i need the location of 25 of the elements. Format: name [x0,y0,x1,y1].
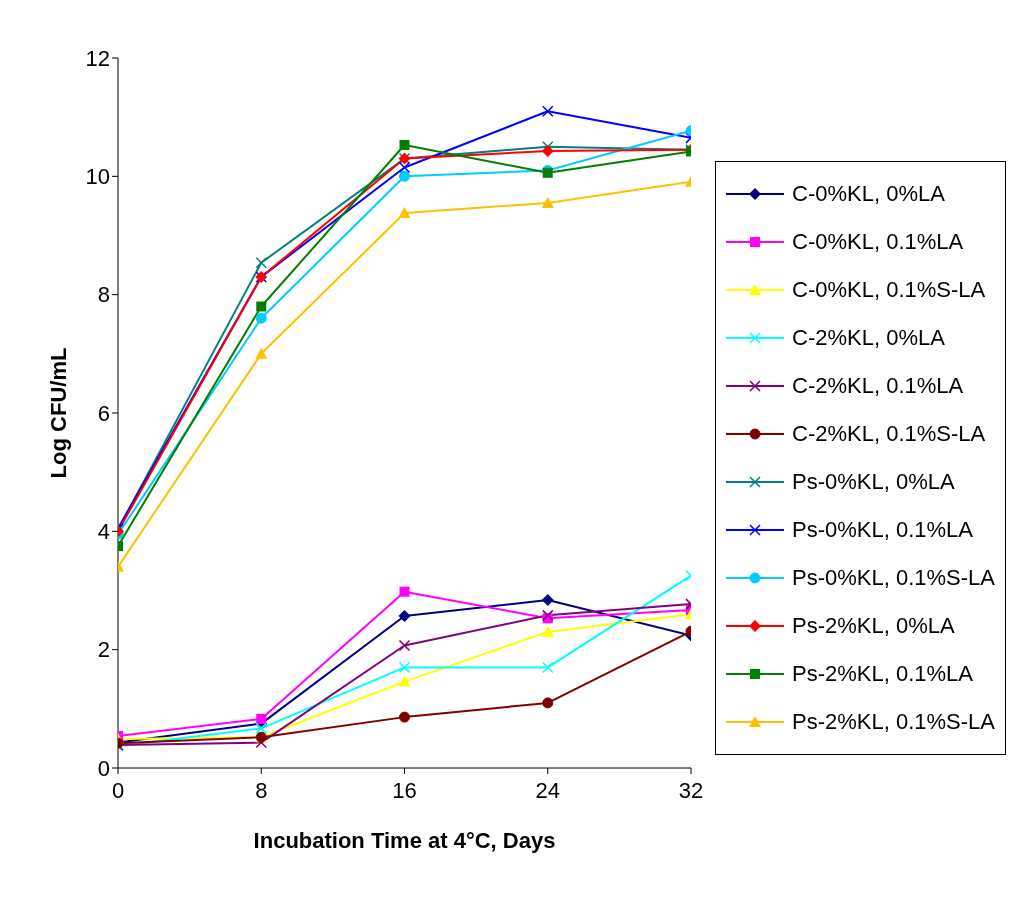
y-tick-label: 0 [97,755,110,781]
legend-label: Ps-0%KL, 0.1%S-LA [792,565,995,591]
x-tick-label: 24 [535,777,560,803]
y-tick-label: 2 [97,637,110,663]
legend-label: Ps-2%KL, 0%LA [792,613,955,639]
y-tick-label: 4 [97,519,110,545]
legend-label: C-2%KL, 0.1%LA [792,373,964,399]
legend-label: Ps-0%KL, 0.1%LA [792,517,973,543]
y-tick-label: 12 [85,45,110,71]
x-axis-title: Incubation Time at 4°C, Days [253,828,556,853]
y-axis-title: Log CFU/mL [45,347,71,479]
x-tick-label: 16 [392,777,417,803]
legend-label: Ps-2%KL, 0.1%S-LA [792,709,995,735]
legend-label: Ps-0%KL, 0%LA [792,469,955,495]
legend-label: C-0%KL, 0.1%S-LA [792,277,986,303]
legend-label: C-2%KL, 0%LA [792,325,945,351]
x-tick-label: 32 [678,777,704,803]
y-tick-label: 6 [97,400,110,426]
legend-label: Ps-2%KL, 0.1%LA [792,661,973,687]
legend-label: C-0%KL, 0.1%LA [792,229,964,255]
legend-label: C-0%KL, 0%LA [792,181,945,207]
y-tick-label: 8 [97,282,110,308]
legend-label: C-2%KL, 0.1%S-LA [792,421,986,447]
x-tick-label: 8 [255,777,268,803]
y-tick-label: 10 [85,164,110,190]
